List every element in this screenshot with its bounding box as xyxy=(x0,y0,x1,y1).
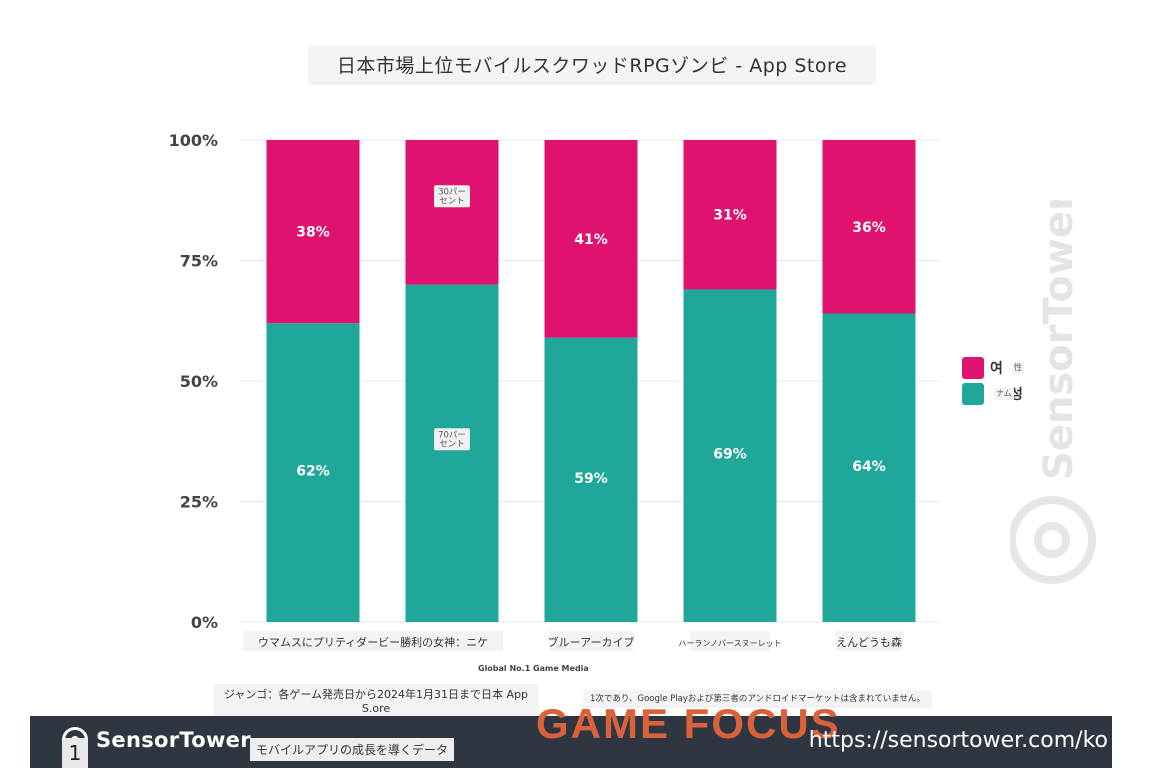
y-tick-label: 75% xyxy=(180,252,218,271)
data-label-female: 36% xyxy=(852,220,886,236)
bar-male xyxy=(266,323,360,622)
x-tick-label: えんどうも森 xyxy=(836,631,902,651)
data-label-male: 64% xyxy=(852,459,886,475)
data-label-female: 38% xyxy=(296,225,330,241)
legend-female-label: 여 xyxy=(990,361,1003,377)
y-tick-label: 100% xyxy=(169,131,218,150)
footer-tagline: モバイルアプリの成長を導くデータ xyxy=(250,738,455,761)
watermark-text: SensorTower xyxy=(1036,200,1082,480)
data-label-male: 59% xyxy=(574,471,608,487)
footnote-source: ジャンゴ：各ゲーム発売日から2024年1月31日まで日本 App S.ore xyxy=(214,684,538,717)
x-tick-label: ブルーアーカイブ xyxy=(548,631,635,651)
svg-text:ブルーアーカイブ: ブルーアーカイブ xyxy=(548,635,635,649)
y-tick-label: 50% xyxy=(180,372,218,391)
bar-male xyxy=(544,337,638,622)
bar-male xyxy=(683,289,777,622)
svg-text:えんどうも森: えんどうも森 xyxy=(836,635,902,649)
bar-female xyxy=(266,140,360,324)
bar-male xyxy=(822,313,916,622)
svg-text:70パー: 70パー xyxy=(438,430,466,440)
svg-text:セント: セント xyxy=(439,439,465,449)
footnote-note: 1次であり、Google Playおよび第三者のアンドロイドマーケットは含まれて… xyxy=(584,690,932,706)
gamefocus-subtitle: Global No.1 Game Media xyxy=(478,664,589,673)
page-number: 1 xyxy=(62,738,88,768)
legend-female-sub: 性 xyxy=(1012,362,1024,374)
data-label-male: 62% xyxy=(296,464,330,480)
y-tick-label: 0% xyxy=(191,613,218,632)
y-tick-label: 25% xyxy=(180,493,218,512)
x-tick-label: ハーランノバースヌーレット xyxy=(678,631,782,651)
svg-text:ウマムスにプリティダービー勝利の女神：ニケ: ウマムスにプリティダービー勝利の女神：ニケ xyxy=(258,635,488,649)
footer-bar xyxy=(30,716,1112,768)
bar-female xyxy=(544,140,638,338)
footer-url[interactable]: https://sensortower.com/ko xyxy=(808,728,1108,753)
footer-brand-text: SensorTower xyxy=(96,728,251,752)
legend-female: 여 xyxy=(962,357,1003,379)
chart-title: 日本市場上位モバイルスクワッドRPGゾンビ - App Store xyxy=(310,46,874,82)
data-label-male: 69% xyxy=(713,447,747,463)
x-tick-label: ウマムスにプリティダービー勝利の女神：ニケ xyxy=(243,631,503,651)
bar-male xyxy=(405,284,499,622)
svg-text:30パー: 30パー xyxy=(438,187,466,197)
sensortower-watermark: SensorTower xyxy=(1010,200,1096,584)
bar-female xyxy=(683,140,777,290)
footer-brand[interactable]: SensorTower xyxy=(62,727,251,753)
watermark-logo-icon xyxy=(1010,496,1096,584)
legend-male-sub: ナム xyxy=(994,388,1014,400)
legend-female-swatch xyxy=(962,357,984,379)
bar-female xyxy=(405,140,499,285)
data-label-female: 31% xyxy=(713,208,747,224)
svg-text:ハーランノバースヌーレット: ハーランノバースヌーレット xyxy=(678,639,781,648)
data-label-female: 41% xyxy=(574,232,608,248)
bar-female xyxy=(822,140,916,314)
svg-text:セント: セント xyxy=(439,196,465,206)
gamefocus-logo: GAME FOCUS xyxy=(536,700,841,747)
legend-male-swatch xyxy=(962,383,984,405)
